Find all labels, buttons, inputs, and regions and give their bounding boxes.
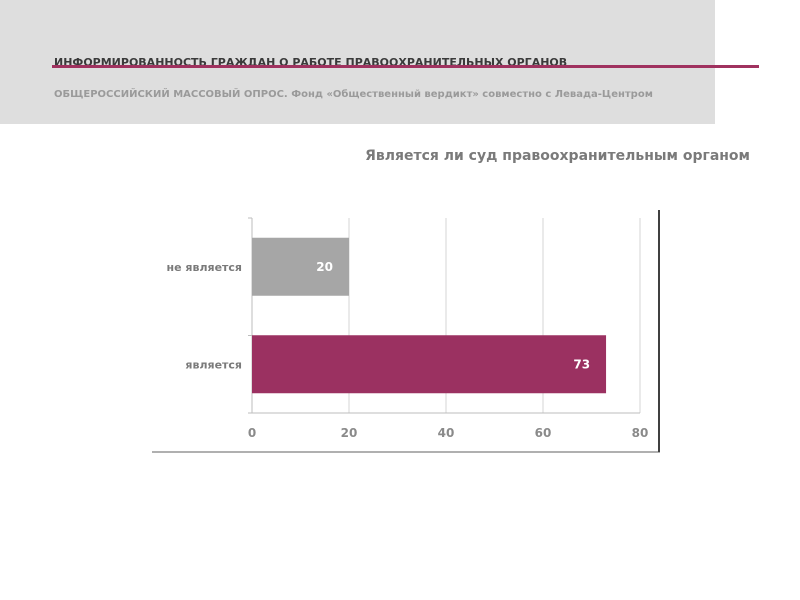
x-tick-label-20: 20 xyxy=(341,426,358,440)
x-tick-label-60: 60 xyxy=(535,426,552,440)
bar-0 xyxy=(252,237,349,296)
data-label-1: 73 xyxy=(573,357,590,371)
x-tick-label-80: 80 xyxy=(632,426,649,440)
header-accent-line xyxy=(52,65,759,68)
page-subtitle: ОБЩЕРОССИЙСКИЙ МАССОВЫЙ ОПРОС. Фонд «Общ… xyxy=(54,89,653,100)
chart-title: Является ли суд правоохранительным орган… xyxy=(365,148,750,164)
x-tick-label-0: 0 xyxy=(248,426,256,440)
bar-1 xyxy=(252,335,607,394)
category-label-0: не является xyxy=(167,261,242,274)
header-band xyxy=(0,0,715,124)
x-tick-label-40: 40 xyxy=(438,426,455,440)
data-label-0: 20 xyxy=(316,260,333,274)
category-label-1: является xyxy=(185,358,242,371)
